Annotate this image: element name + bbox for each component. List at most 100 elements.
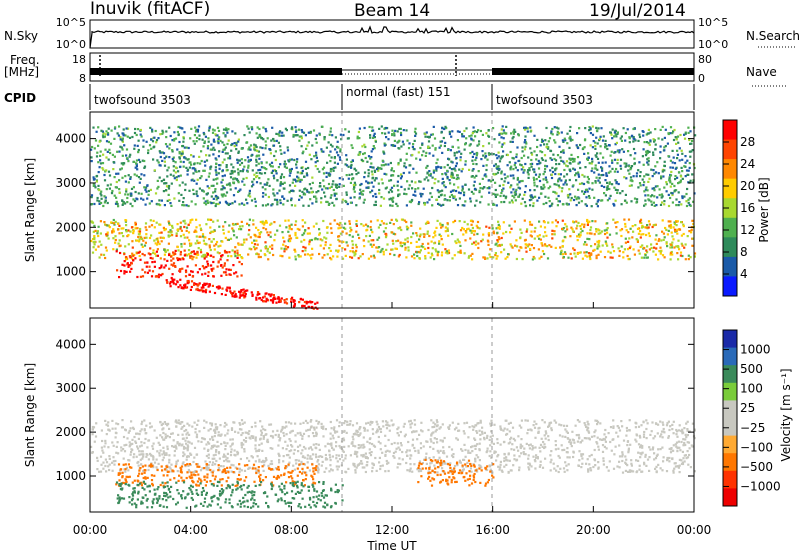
heatmap-cell — [345, 431, 348, 434]
heatmap-cell — [206, 263, 209, 266]
heatmap-cell — [591, 146, 594, 149]
heatmap-cell — [557, 179, 560, 182]
heatmap-cell — [349, 250, 352, 253]
heatmap-cell — [122, 227, 125, 230]
heatmap-cell — [168, 143, 171, 146]
heatmap-cell — [296, 227, 299, 231]
heatmap-cell — [100, 446, 103, 449]
heatmap-cell — [411, 145, 414, 148]
heatmap-cell — [471, 445, 474, 448]
heatmap-cell — [543, 143, 546, 146]
heatmap-cell — [328, 133, 331, 136]
heatmap-cell — [144, 188, 147, 191]
heatmap-cell — [528, 167, 531, 170]
heatmap-cell — [629, 176, 633, 179]
heatmap-cell — [155, 466, 158, 469]
heatmap-cell — [244, 292, 247, 296]
heatmap-cell — [260, 298, 263, 302]
heatmap-cell — [130, 194, 133, 197]
heatmap-cell — [173, 138, 176, 141]
heatmap-cell — [302, 432, 306, 435]
heatmap-cell — [528, 199, 531, 202]
heatmap-cell — [475, 163, 478, 166]
heatmap-cell — [100, 194, 103, 197]
heatmap-cell — [647, 132, 650, 135]
heatmap-cell — [272, 297, 275, 301]
heatmap-cell — [137, 230, 140, 233]
heatmap-cell — [486, 257, 489, 260]
heatmap-cell — [121, 132, 124, 135]
heatmap-cell — [167, 193, 170, 196]
heatmap-cell — [532, 176, 535, 179]
heatmap-cell — [593, 196, 596, 199]
heatmap-cell — [478, 189, 481, 192]
heatmap-cell — [260, 172, 263, 175]
heatmap-cell — [421, 462, 424, 465]
heatmap-cell — [124, 245, 127, 248]
heatmap-cell — [557, 127, 560, 130]
heatmap-cell — [652, 169, 655, 172]
heatmap-cell — [431, 133, 434, 136]
heatmap-cell — [218, 136, 221, 139]
heatmap-cell — [411, 187, 414, 190]
heatmap-cell — [309, 254, 312, 257]
heatmap-cell — [196, 178, 199, 181]
heatmap-cell — [251, 180, 254, 183]
heatmap-cell — [669, 159, 672, 162]
heatmap-cell — [569, 135, 572, 138]
heatmap-cell — [168, 231, 171, 234]
heatmap-cell — [267, 178, 270, 181]
heatmap-cell — [272, 192, 275, 195]
heatmap-cell — [146, 184, 149, 187]
heatmap-cell — [283, 247, 286, 250]
heatmap-cell — [445, 127, 448, 130]
heatmap-cell — [620, 234, 623, 238]
heatmap-cell — [291, 296, 294, 299]
heatmap-cell — [265, 168, 268, 171]
heatmap-cell — [427, 140, 431, 143]
heatmap-cell — [361, 253, 364, 256]
heatmap-cell — [226, 169, 229, 172]
heatmap-cell — [384, 444, 387, 447]
heatmap-cell — [207, 175, 210, 178]
heatmap-cell — [249, 236, 252, 239]
heatmap-cell — [530, 194, 533, 197]
beam-title: Beam 14 — [354, 1, 430, 21]
heatmap-cell — [311, 453, 315, 456]
heatmap-cell — [261, 220, 264, 223]
heatmap-cell — [388, 198, 391, 201]
heatmap-cell — [668, 428, 671, 432]
heatmap-cell — [333, 156, 336, 159]
heatmap-cell — [420, 195, 423, 198]
heatmap-cell — [111, 419, 114, 422]
heatmap-cell — [387, 163, 390, 166]
heatmap-cell — [376, 428, 379, 431]
heatmap-cell — [329, 459, 332, 462]
heatmap-cell — [421, 142, 424, 145]
heatmap-cell — [136, 461, 139, 464]
heatmap-cell — [675, 142, 678, 145]
heatmap-cell — [369, 226, 372, 229]
heatmap-cell — [201, 189, 204, 192]
heatmap-cell — [315, 156, 318, 159]
heatmap-cell — [259, 297, 262, 300]
heatmap-cell — [670, 170, 673, 173]
heatmap-cell — [358, 151, 361, 154]
heatmap-cell — [140, 453, 143, 456]
heatmap-cell — [668, 177, 671, 180]
heatmap-cell — [92, 246, 95, 249]
heatmap-cell — [205, 288, 208, 291]
heatmap-cell — [438, 203, 441, 206]
heatmap-cell — [321, 256, 324, 259]
heatmap-cell — [424, 247, 427, 250]
heatmap-cell — [439, 222, 442, 225]
heatmap-cell — [230, 255, 233, 258]
heatmap-cell — [154, 192, 158, 195]
heatmap-cell — [384, 236, 388, 239]
heatmap-cell — [671, 201, 674, 204]
heatmap-cell — [424, 257, 427, 260]
heatmap-cell — [494, 188, 497, 192]
heatmap-cell — [153, 265, 156, 268]
heatmap-cell — [135, 162, 138, 165]
heatmap-cell — [396, 130, 399, 133]
